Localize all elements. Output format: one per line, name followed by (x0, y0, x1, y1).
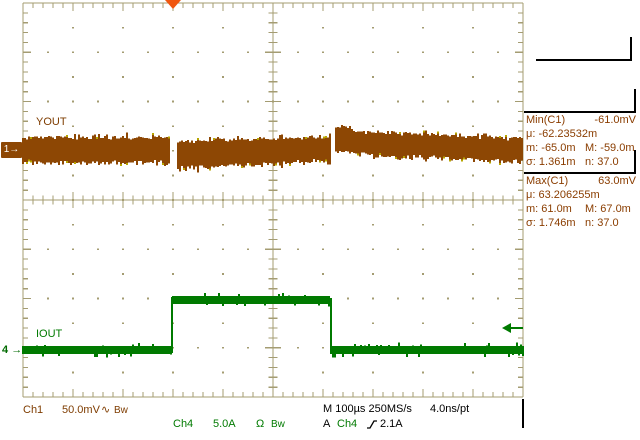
measurement-min: m: 61.0m (526, 203, 572, 215)
sample-resolution-readout: 4.0ns/pt (430, 403, 470, 415)
ch1-scale-readout: 50.0mV (62, 404, 100, 416)
measurement-box-max: Max(C1) 63.0mV μ: 63.206255m m: 61.0m M: 6… (524, 174, 636, 230)
min-box-bracket (524, 89, 636, 113)
measurement-value: 63.0mV (598, 175, 636, 187)
ch1-waveform-label: YOUT (36, 116, 67, 128)
ac-coupling-icon: ∿ (101, 404, 111, 416)
measurement-max: M: 67.0m (585, 203, 631, 215)
measurement-title: Min(C1) (526, 114, 566, 126)
trigger-source-readout: Ch4 (337, 418, 358, 430)
ch4-bandwidth-badge: Bw (271, 419, 285, 430)
measurement-stddev: σ: 1.746m (526, 217, 576, 229)
measurement-count: n: 37.0 (585, 156, 619, 168)
waveform-traces (21, 125, 525, 358)
ch1-name-readout: Ch1 (23, 404, 44, 416)
rising-slope-icon (367, 420, 377, 429)
empty-measurement-slot-1 (536, 37, 632, 61)
readout-divider (522, 399, 524, 428)
ch4-name-readout: Ch4 (173, 418, 194, 430)
measurement-min: m: -65.0m (526, 142, 576, 154)
measurement-title: Max(C1) (526, 175, 569, 187)
trigger-mode-readout: A (323, 418, 331, 430)
right-arrow-icon: → (11, 344, 23, 356)
omega-impedance-icon: Ω (256, 418, 265, 430)
trigger-level-readout: 2.1A (380, 418, 403, 430)
measurement-mean: μ: -62.23532m (526, 128, 598, 140)
timebase-readout: M 100µs 250MS/s (323, 403, 412, 415)
measurement-stddev: σ: 1.361m (526, 156, 576, 168)
measurement-count: n: 37.0 (585, 217, 619, 229)
ch4-waveform-label: IOUT (36, 328, 63, 340)
ch1-bandwidth-badge: Bw (114, 405, 128, 416)
trigger-level-marker[interactable] (502, 323, 523, 333)
ch1-reference-marker[interactable]: 1→ (1, 142, 22, 158)
ch4-marker-number: 4 (2, 344, 9, 356)
right-arrow-icon: → (9, 144, 20, 155)
ch4-scale-readout: 5.0A (213, 418, 236, 430)
measurement-box-min: Min(C1) -61.0mV μ: -62.23532m m: -65.0m M:… (524, 113, 636, 169)
measurement-value: -61.0mV (594, 114, 636, 126)
max-box-bracket (524, 150, 636, 174)
trigger-position-marker[interactable] (165, 0, 181, 9)
measurement-mean: μ: 63.206255m (526, 189, 600, 201)
ch4-reference-marker[interactable]: 4 → (2, 343, 22, 357)
measurement-max: M: -59.0m (585, 142, 635, 154)
ch1-marker-number: 1 (3, 144, 10, 155)
graticule (22, 2, 524, 398)
